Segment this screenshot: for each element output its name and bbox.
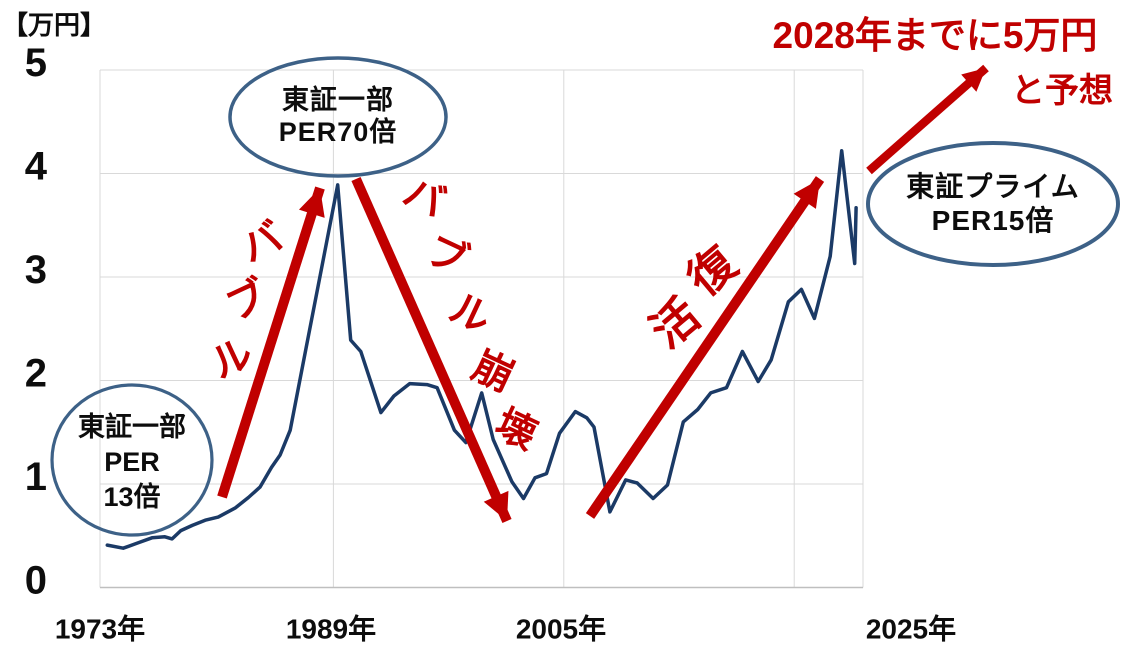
- callout-line: 13倍: [103, 482, 161, 512]
- trend-label-char: ブ: [420, 227, 475, 285]
- callout-line: 東証一部: [282, 85, 394, 115]
- callout-line: PER70倍: [278, 117, 398, 147]
- trend-label-char: バ: [235, 215, 290, 272]
- y-tick-label: 3: [25, 248, 47, 292]
- x-tick-label: 1989年: [286, 613, 376, 645]
- callout-line: PER15倍: [931, 205, 1055, 236]
- bubble-burst-arrow: [351, 176, 512, 524]
- trend-label-char: ブ: [219, 272, 274, 330]
- callout-per70-label: 東証一部 PER70倍: [230, 84, 446, 148]
- callout-ellipse-per13: [50, 383, 214, 537]
- bubble-rise-arrow: [217, 186, 325, 499]
- x-tick-label: 2025年: [866, 613, 956, 645]
- callout-line: 東証プライム: [906, 171, 1080, 202]
- forecast-arrow: [866, 64, 989, 175]
- y-tick-label: 4: [25, 145, 48, 189]
- trend-label-char: ル: [205, 331, 260, 388]
- y-tick-label: 0: [25, 559, 47, 603]
- trend-label-char: バ: [397, 170, 452, 227]
- trend-label-char: 活: [641, 288, 710, 357]
- trend-label-char: 崩: [466, 344, 521, 401]
- trend-label-char: ル: [443, 286, 498, 343]
- x-tick-label: 2005年: [516, 613, 606, 645]
- forecast-text-line2: と予想: [1011, 72, 1113, 110]
- callout-line: 東証一部: [78, 412, 186, 442]
- y-axis-unit-label: 【万円】: [2, 10, 107, 40]
- recovery-arrow: [585, 176, 825, 519]
- y-tick-label: 5: [25, 41, 47, 85]
- callout-per15-label: 東証プライム PER15倍: [868, 170, 1118, 238]
- callout-per13-label: 東証一部 PER 13倍: [32, 410, 232, 515]
- forecast-text-line1: 2028年までに5万円: [772, 15, 1098, 56]
- y-tick-label: 2: [25, 352, 47, 396]
- callout-line: PER: [104, 447, 160, 477]
- x-tick-label: 1973年: [55, 613, 145, 645]
- callout-ellipse-per70: [228, 56, 448, 178]
- y-tick-label: 1: [25, 455, 47, 499]
- stock-price-line: [105, 148, 858, 550]
- callout-ellipse-per15: [866, 141, 1120, 267]
